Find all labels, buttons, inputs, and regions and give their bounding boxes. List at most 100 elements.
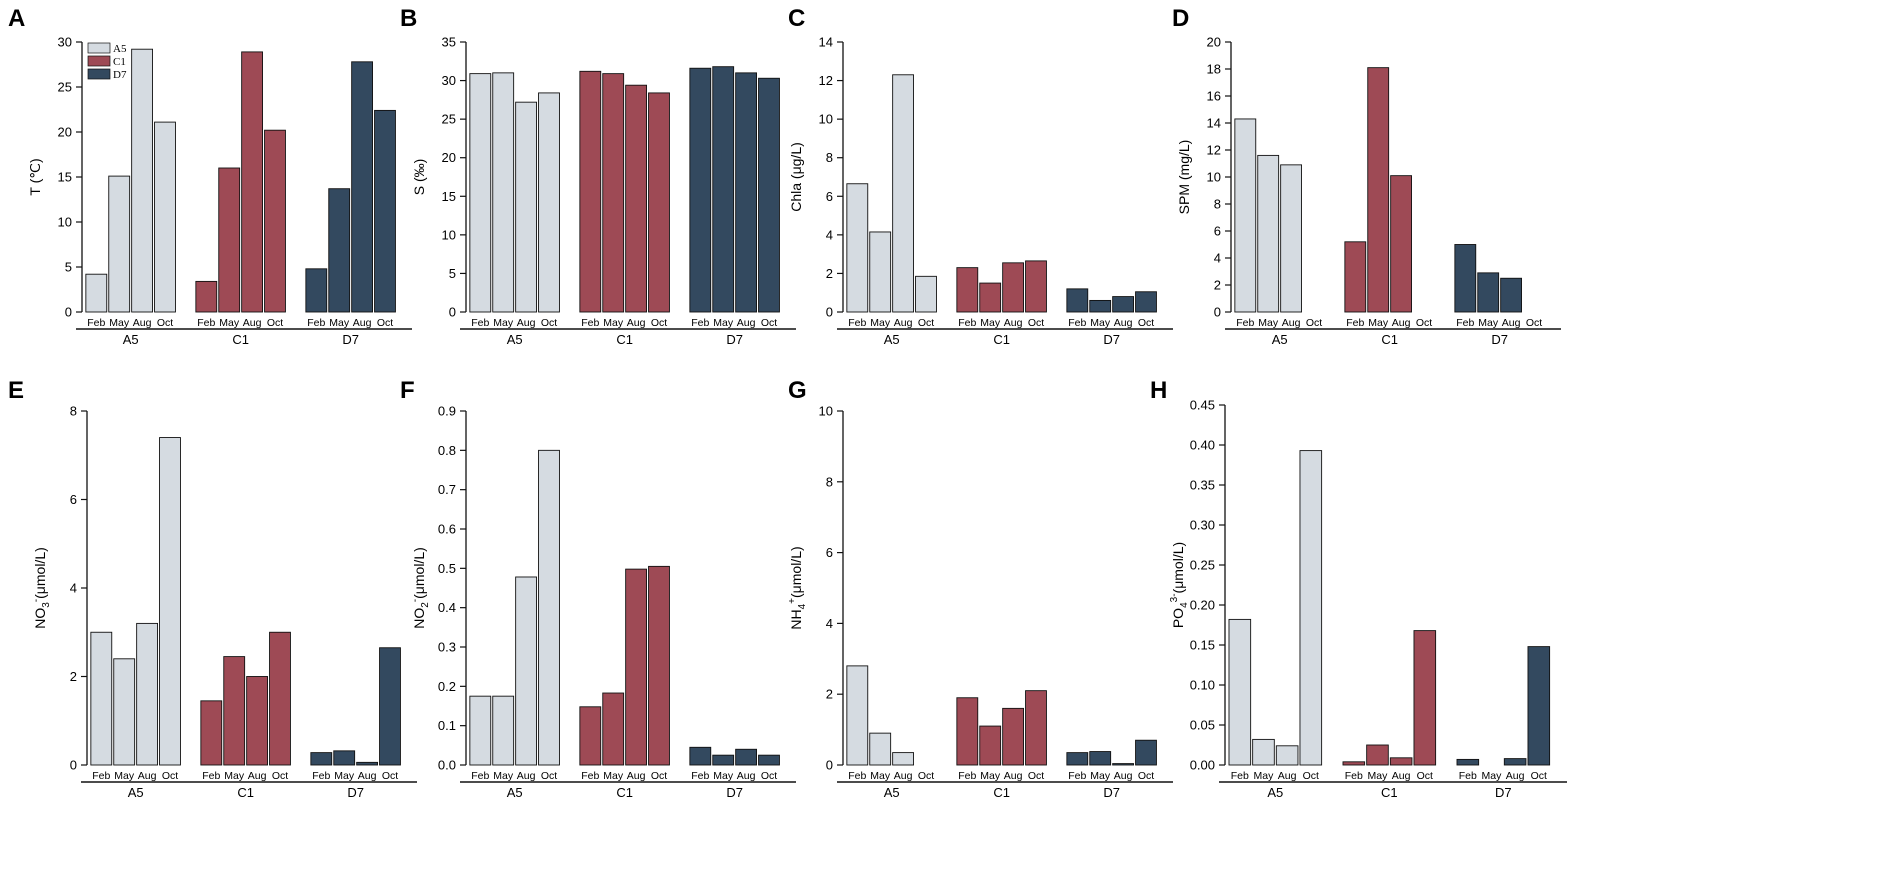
legend-swatch-c1 <box>87 55 111 67</box>
bar-c1-feb <box>956 697 979 766</box>
x-tick-label: Feb <box>471 317 489 329</box>
x-tick-label: Feb <box>1346 317 1364 329</box>
bar-a5-oct <box>915 275 937 313</box>
bar-c1-aug <box>1002 262 1025 313</box>
x-tick-label: May <box>1254 770 1275 782</box>
panel-label: A <box>8 5 25 32</box>
y-axis-title: NO2-(μmol/L) <box>410 547 431 629</box>
x-tick-label: Oct <box>1138 770 1154 782</box>
bar-a5-oct <box>538 449 560 766</box>
y-axis-title: NO3-(μmol/L) <box>31 547 52 629</box>
y-tick-label: 10 <box>819 112 833 127</box>
x-tick-label: May <box>493 770 514 782</box>
y-axis-title: PO43-(μmol/L) <box>1169 542 1190 628</box>
panel-label: G <box>788 377 807 404</box>
y-tick-label: 20 <box>1207 35 1221 50</box>
x-tick-label: May <box>1368 317 1389 329</box>
panel-label: D <box>1172 5 1189 32</box>
bar-a5-oct <box>154 121 176 313</box>
x-tick-label: Aug <box>133 317 152 329</box>
y-tick-label: 2 <box>826 687 833 702</box>
group-label: C1 <box>993 785 1010 800</box>
bar-c1-feb <box>1344 241 1367 313</box>
bar-d7-feb <box>1066 752 1089 766</box>
bar-d7-feb <box>689 67 712 313</box>
y-tick-label: 0.30 <box>1190 518 1215 533</box>
x-tick-label: Aug <box>243 317 262 329</box>
y-tick-label: 0.3 <box>438 640 456 655</box>
x-tick-label: Aug <box>248 770 267 782</box>
bar-a5-oct <box>538 92 560 313</box>
x-tick-label: Aug <box>894 317 913 329</box>
x-tick-label: Oct <box>1138 317 1154 329</box>
group-label: C1 <box>1381 332 1398 347</box>
bar-a5-aug <box>515 101 538 313</box>
group-label: C1 <box>1381 785 1398 800</box>
y-tick-label: 30 <box>442 73 456 88</box>
bar-a5-aug <box>892 752 915 766</box>
y-tick-label: 0 <box>449 305 456 320</box>
x-tick-label: Oct <box>761 770 777 782</box>
bar-c1-may <box>1366 744 1389 766</box>
x-tick-label: Oct <box>272 770 288 782</box>
bar-c1-oct <box>1025 260 1047 313</box>
y-tick-label: 0 <box>65 305 72 320</box>
bar-d7-oct <box>1527 646 1551 766</box>
y-tick-label: 10 <box>819 404 833 419</box>
panel-label: C <box>788 5 805 32</box>
y-tick-label: 20 <box>442 150 456 165</box>
group-label: D7 <box>1491 332 1508 347</box>
group-label: D7 <box>347 785 364 800</box>
y-tick-label: 4 <box>1214 251 1221 266</box>
bar-d7-oct <box>1135 739 1157 766</box>
group-label: C1 <box>993 332 1010 347</box>
group-label: A5 <box>123 332 139 347</box>
bar-d7-oct <box>374 109 396 313</box>
bar-a5-feb <box>85 273 108 313</box>
x-tick-label: May <box>980 317 1001 329</box>
bar-c1-oct <box>264 129 286 313</box>
y-axis-title: S (‰) <box>411 159 427 196</box>
bar-d7-aug <box>735 72 758 313</box>
y-tick-label: 25 <box>58 80 72 95</box>
y-tick-label: 0 <box>1214 305 1221 320</box>
bar-c1-feb <box>1342 761 1366 766</box>
x-tick-label: May <box>493 317 514 329</box>
y-tick-label: 35 <box>442 35 456 50</box>
bar-c1-feb <box>956 267 979 313</box>
bar-a5-feb <box>846 183 869 313</box>
y-tick-label: 10 <box>1207 170 1221 185</box>
group-label: D7 <box>726 785 743 800</box>
x-tick-label: May <box>713 770 734 782</box>
y-tick-label: 0.2 <box>438 679 456 694</box>
group-label: C1 <box>232 332 249 347</box>
x-tick-label: Aug <box>1282 317 1301 329</box>
bar-a5-feb <box>469 73 492 313</box>
x-tick-label: Feb <box>202 770 220 782</box>
bar-c1-may <box>602 73 625 313</box>
group-label: C1 <box>237 785 254 800</box>
y-tick-label: 6 <box>70 492 77 507</box>
bar-a5-feb <box>469 695 492 766</box>
y-tick-label: 10 <box>58 215 72 230</box>
y-tick-label: 20 <box>58 125 72 140</box>
x-tick-label: Aug <box>1278 770 1297 782</box>
y-tick-label: 2 <box>1214 278 1221 293</box>
y-tick-label: 0.05 <box>1190 718 1215 733</box>
x-tick-label: Oct <box>1303 770 1319 782</box>
y-tick-label: 0.25 <box>1190 558 1215 573</box>
y-axis-title: NH4+(μmol/L) <box>787 546 808 629</box>
y-tick-label: 14 <box>1207 116 1221 131</box>
x-tick-label: May <box>1482 770 1503 782</box>
group-label: D7 <box>1103 785 1120 800</box>
x-tick-label: May <box>1090 317 1111 329</box>
bar-d7-may <box>1477 272 1500 313</box>
bar-c1-oct <box>269 631 291 766</box>
bar-d7-oct <box>1135 291 1157 313</box>
x-tick-label: Feb <box>958 317 976 329</box>
bar-c1-aug <box>1390 175 1413 313</box>
